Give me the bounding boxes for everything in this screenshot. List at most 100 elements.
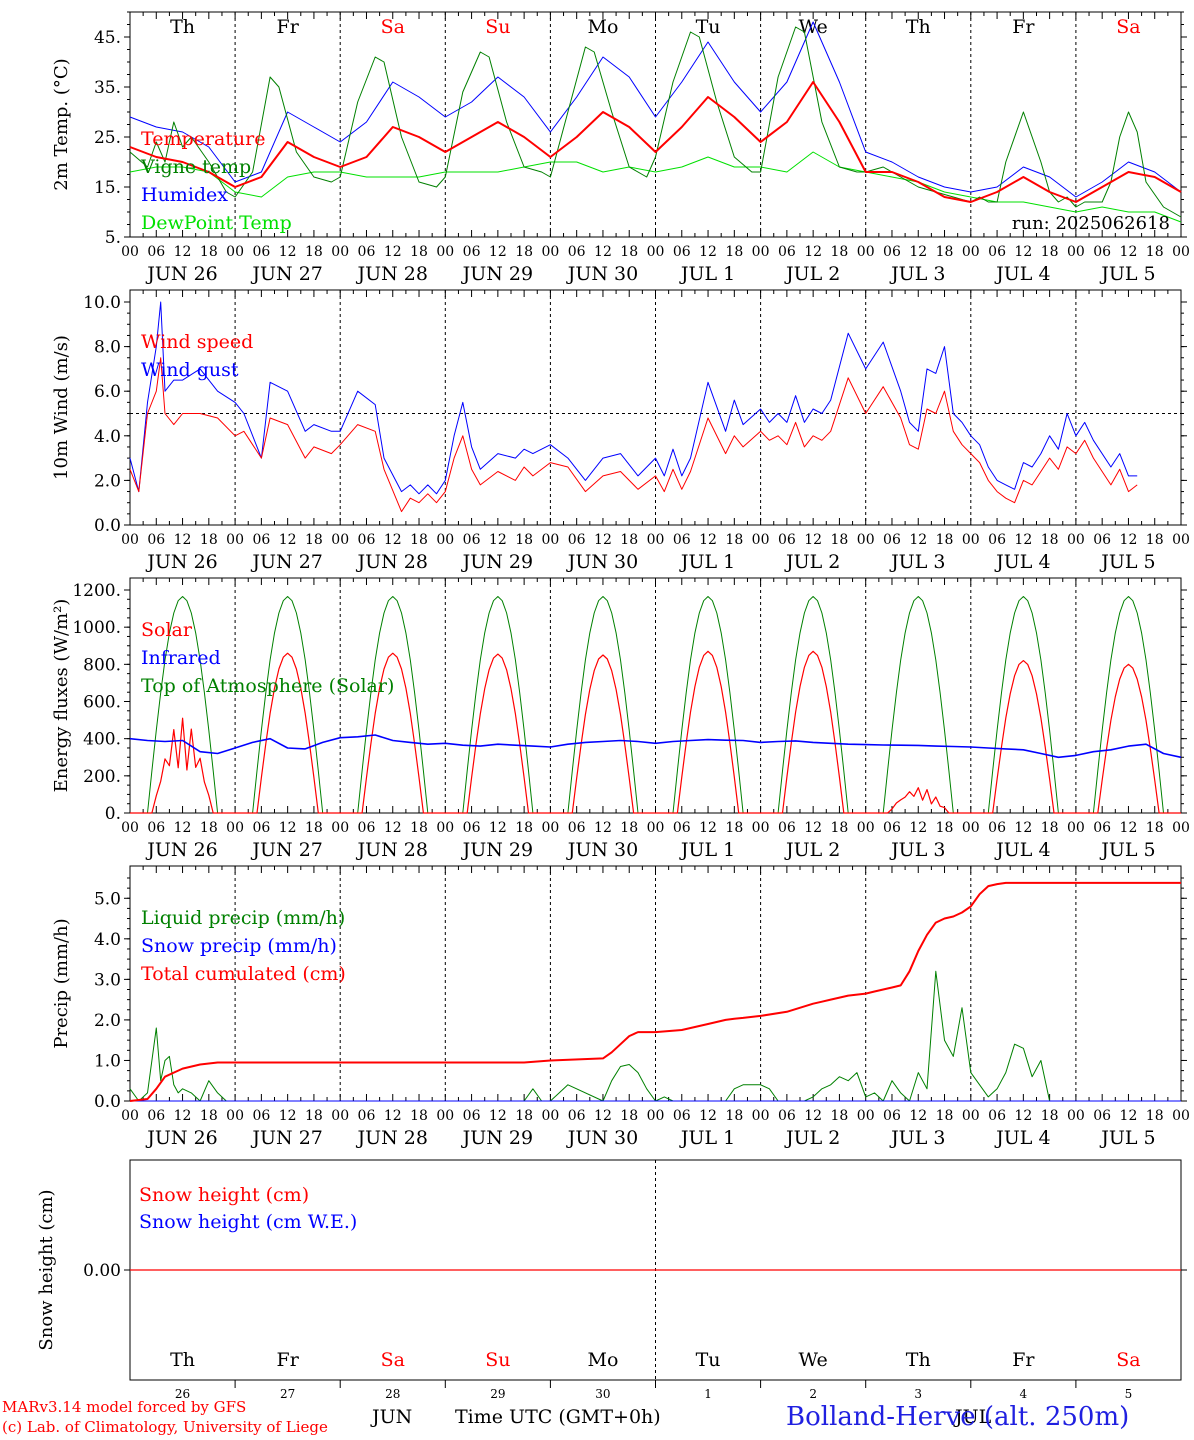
hour-tick-label: 00 (857, 244, 875, 260)
hour-tick-label: 06 (147, 532, 165, 548)
hour-tick-label: 18 (831, 820, 849, 836)
hour-tick-label: 12 (1014, 1108, 1032, 1124)
y-tick-label: 5.0 (94, 889, 121, 909)
weekday-label-bottom: Fr (1012, 1349, 1035, 1371)
hour-tick-label: 06 (988, 820, 1006, 836)
y-axis-title-1: 2m Temp. (°C) (51, 58, 72, 190)
hour-tick-label: 12 (699, 1108, 717, 1124)
date-tick-label: JUN 29 (461, 1127, 533, 1149)
hour-tick-label: 06 (883, 1108, 901, 1124)
weekday-label: Th (906, 16, 931, 38)
legend-energy-2: Infrared (141, 647, 221, 669)
x-axis-title: Time UTC (GMT+0h) (455, 1406, 661, 1428)
hour-tick-label: 18 (620, 532, 638, 548)
y-tick-label: 2.0 (94, 471, 121, 491)
weekday-label: Tu (696, 16, 721, 38)
hour-tick-label: 06 (463, 820, 481, 836)
hour-tick-label: 06 (568, 820, 586, 836)
date-tick-label: JUN 30 (566, 263, 638, 285)
y-tick-label: 35. (94, 78, 121, 98)
hour-tick-label: 00 (541, 820, 559, 836)
hour-tick-label: 12 (384, 1108, 402, 1124)
hour-tick-label: 18 (515, 244, 533, 260)
hour-tick-label: 18 (305, 1108, 323, 1124)
hour-tick-label: 00 (752, 244, 770, 260)
hour-tick-label: 00 (226, 1108, 244, 1124)
y-tick-label: 0. (105, 804, 121, 824)
credit-line-2: (c) Lab. of Climatology, University of L… (2, 1418, 328, 1436)
hour-tick-label: 18 (725, 820, 743, 836)
date-tick-label: JUL 1 (679, 839, 735, 861)
hour-tick-label: 00 (1067, 1108, 1085, 1124)
date-tick-label: JUL 2 (784, 551, 840, 573)
hour-tick-label: 12 (1120, 1108, 1138, 1124)
hour-tick-label: 06 (358, 532, 376, 548)
hour-tick-label: 12 (594, 244, 612, 260)
hour-tick-label: 00 (752, 820, 770, 836)
hour-tick-label: 00 (541, 244, 559, 260)
date-tick-label: JUN 28 (356, 551, 428, 573)
weekday-label-bottom: Th (170, 1349, 195, 1371)
date-number-label: 28 (385, 1387, 400, 1401)
hour-tick-label: 00 (226, 532, 244, 548)
date-number-label: 2 (809, 1387, 817, 1401)
y-tick-label: 8.0 (94, 338, 121, 358)
legend-energy-3: Top of Atmosphere (Solar) (141, 675, 394, 697)
station-name: Bolland-Herve (alt. 250m) (786, 1402, 1130, 1432)
hour-tick-label: 06 (358, 820, 376, 836)
y-tick-label: 4.0 (94, 427, 121, 447)
date-number-label: 3 (914, 1387, 922, 1401)
legend-precip-2: Snow precip (mm/h) (141, 935, 337, 957)
month-label-jul: JUL (955, 1406, 992, 1428)
hour-tick-label: 12 (804, 532, 822, 548)
hour-tick-label: 12 (384, 244, 402, 260)
hour-tick-label: 00 (752, 1108, 770, 1124)
hour-tick-label: 18 (831, 1108, 849, 1124)
y-tick-label: 4.0 (94, 930, 121, 950)
hour-tick-label: 00 (962, 1108, 980, 1124)
hour-tick-label: 18 (936, 820, 954, 836)
hour-tick-label: 06 (463, 532, 481, 548)
date-tick-label: JUN 27 (250, 1127, 322, 1149)
y-axis-title-4: Precip (mm/h) (51, 918, 72, 1048)
hour-tick-label: 18 (1041, 244, 1059, 260)
hour-tick-label: 06 (883, 244, 901, 260)
hour-tick-label: 06 (147, 820, 165, 836)
hour-tick-label: 18 (515, 532, 533, 548)
hour-tick-label: 00 (857, 1108, 875, 1124)
hour-tick-label: 00 (962, 244, 980, 260)
hour-tick-label: 00 (647, 820, 665, 836)
hour-tick-label: 12 (1014, 532, 1032, 548)
weekday-label-bottom: Sa (381, 1349, 405, 1371)
hour-tick-label: 18 (410, 820, 428, 836)
hour-tick-label: 06 (883, 820, 901, 836)
hour-tick-label: 06 (252, 532, 270, 548)
hour-tick-label: 12 (174, 244, 192, 260)
date-tick-label: JUN 29 (461, 839, 533, 861)
legend-temp-3: Humidex (141, 184, 228, 206)
hour-tick-label: 00 (647, 1108, 665, 1124)
date-tick-label: JUN 26 (145, 551, 217, 573)
hour-tick-label: 12 (174, 532, 192, 548)
hour-tick-label: 00 (331, 820, 349, 836)
hour-tick-label: 00 (436, 820, 454, 836)
date-tick-label: JUN 30 (566, 839, 638, 861)
hour-tick-label: 06 (778, 820, 796, 836)
date-tick-label: JUL 5 (1099, 263, 1155, 285)
date-tick-label: JUL 1 (679, 1127, 735, 1149)
series-vigne-temp (129, 26, 1182, 218)
weekday-label: We (799, 16, 828, 38)
series-wind-gust (129, 301, 1138, 495)
y-tick-label: 600. (83, 693, 121, 713)
weekday-label-bottom: Th (906, 1349, 931, 1371)
hour-tick-label: 00 (1067, 532, 1085, 548)
date-tick-label: JUN 26 (145, 839, 217, 861)
weekday-label: Fr (1012, 16, 1035, 38)
weekday-label-bottom: Mo (587, 1349, 618, 1371)
date-number-label: 29 (490, 1387, 505, 1401)
hour-tick-label: 18 (200, 244, 218, 260)
hour-tick-label: 00 (541, 1108, 559, 1124)
hour-tick-label: 06 (358, 1108, 376, 1124)
hour-tick-label: 12 (384, 820, 402, 836)
date-tick-label: JUN 27 (250, 839, 322, 861)
